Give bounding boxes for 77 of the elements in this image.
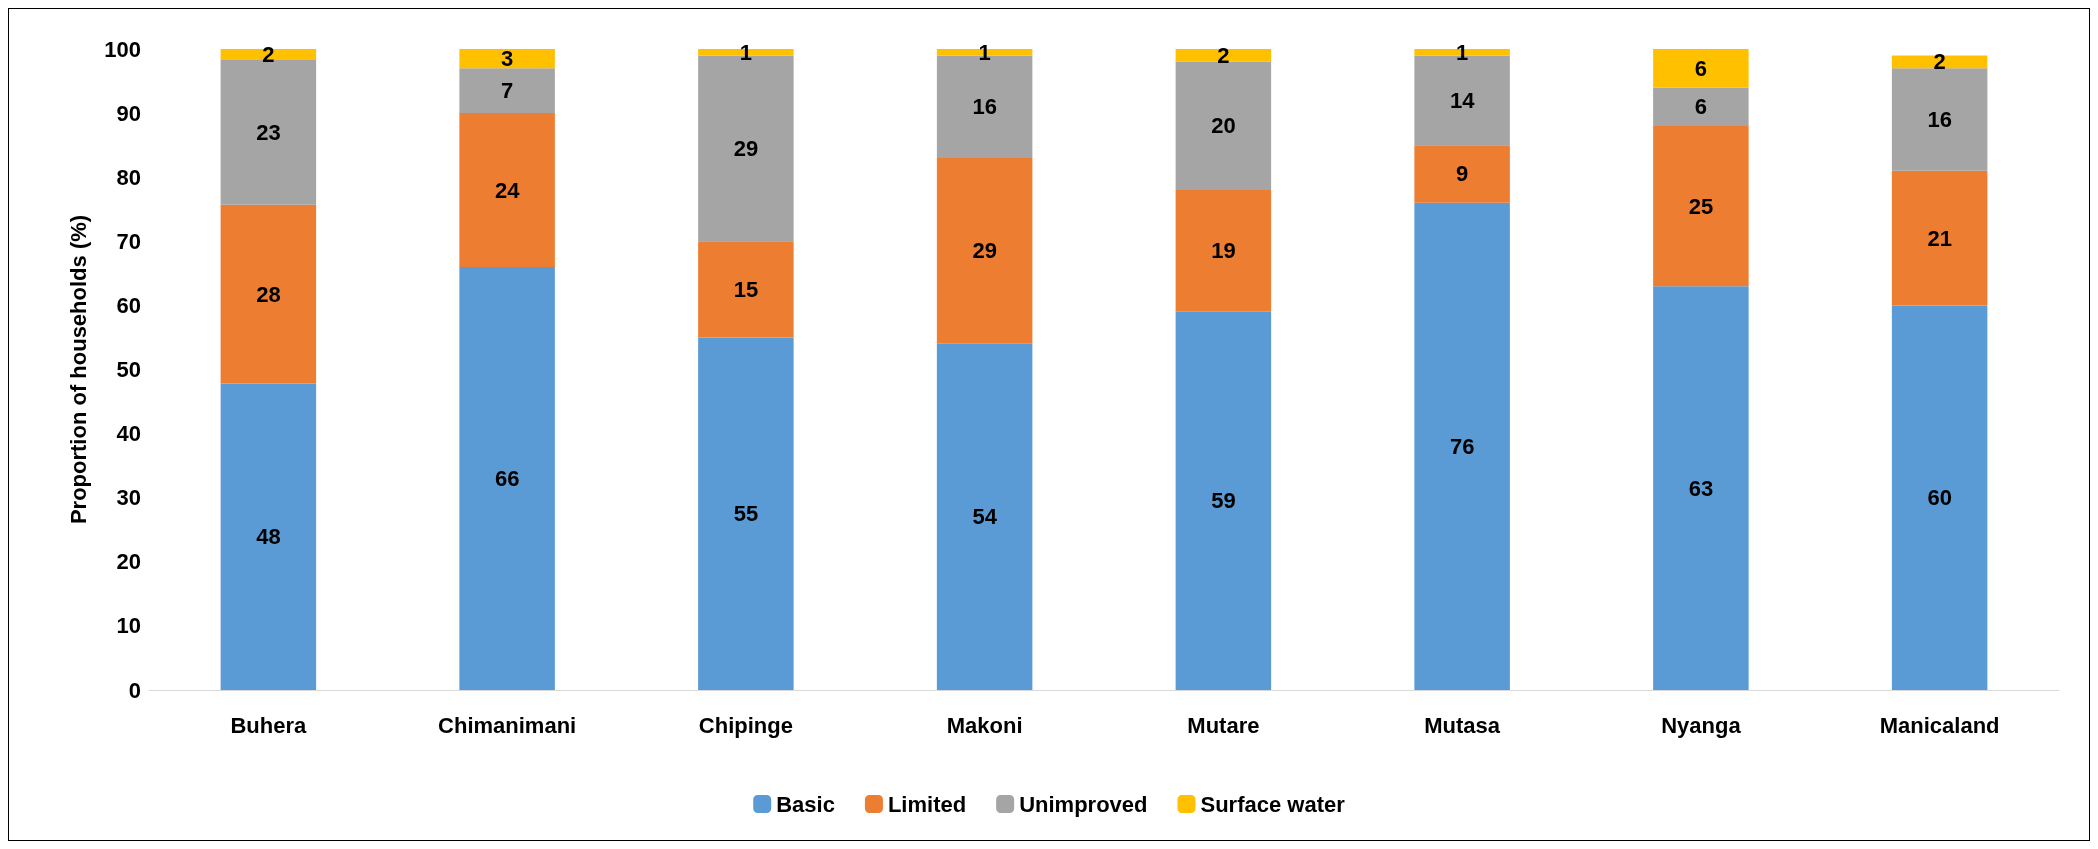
x-tick-label: Makoni bbox=[946, 712, 1023, 738]
x-tick-label: Buhera bbox=[230, 712, 308, 738]
data-label: 19 bbox=[1211, 238, 1236, 264]
data-label: 20 bbox=[1211, 113, 1236, 139]
data-label: 54 bbox=[972, 504, 998, 530]
data-label: 3 bbox=[501, 46, 514, 72]
data-label: 28 bbox=[256, 281, 281, 307]
y-tick-label: 30 bbox=[116, 485, 141, 511]
data-label: 16 bbox=[1927, 107, 1952, 133]
bar bbox=[220, 204, 317, 384]
y-tick-label: 40 bbox=[116, 421, 141, 447]
bar bbox=[1653, 125, 1749, 287]
data-label: 63 bbox=[1688, 475, 1714, 501]
data-label: 59 bbox=[1211, 488, 1236, 514]
data-label: 9 bbox=[1456, 161, 1469, 187]
data-label: 55 bbox=[733, 501, 759, 527]
y-tick-label: 0 bbox=[128, 677, 141, 703]
data-label: 2 bbox=[1933, 49, 1946, 75]
data-label: 48 bbox=[256, 524, 281, 550]
bar bbox=[1175, 49, 1272, 62]
y-tick-label: 100 bbox=[104, 36, 141, 62]
data-label: 29 bbox=[972, 238, 997, 264]
bar bbox=[1653, 87, 1749, 126]
legend-label: Basic bbox=[776, 791, 835, 817]
bar bbox=[1414, 145, 1510, 203]
x-tick-label: Mutasa bbox=[1424, 712, 1501, 738]
legend-label: Unimproved bbox=[1019, 791, 1148, 817]
y-tick-label: 10 bbox=[116, 613, 141, 639]
data-label: 76 bbox=[1449, 433, 1475, 459]
legend-label: Surface water bbox=[1200, 791, 1346, 817]
bar bbox=[459, 266, 555, 690]
data-label: 29 bbox=[733, 135, 759, 161]
x-tick-label: Manicaland bbox=[1879, 712, 2000, 738]
y-axis-title: Proportion of households (%) bbox=[65, 214, 91, 525]
bar bbox=[220, 383, 317, 690]
bar bbox=[459, 68, 555, 114]
data-label: 24 bbox=[494, 177, 521, 203]
bar bbox=[1414, 202, 1510, 690]
y-tick-label: 20 bbox=[116, 549, 141, 575]
y-tick-label: 70 bbox=[116, 228, 141, 254]
data-label: 25 bbox=[1688, 193, 1714, 219]
bar bbox=[936, 343, 1033, 690]
bar bbox=[936, 157, 1033, 344]
bar bbox=[1891, 55, 1988, 69]
x-tick-label: Chipinge bbox=[698, 712, 793, 738]
x-tick-label: Mutare bbox=[1187, 712, 1260, 738]
data-label: 60 bbox=[1927, 485, 1952, 511]
bar bbox=[1175, 190, 1272, 312]
y-tick-label: 50 bbox=[116, 357, 141, 382]
data-label: 21 bbox=[1927, 225, 1952, 251]
data-label: 15 bbox=[733, 276, 759, 302]
bar bbox=[1891, 170, 1988, 306]
y-tick-label: 90 bbox=[116, 100, 141, 126]
data-label: 14 bbox=[1449, 87, 1476, 113]
data-label: 16 bbox=[972, 94, 997, 120]
bar bbox=[1175, 311, 1272, 690]
bar bbox=[1891, 68, 1988, 171]
y-tick-label: 80 bbox=[116, 164, 141, 190]
bar bbox=[459, 49, 555, 69]
bar bbox=[1653, 49, 1749, 88]
data-label: 66 bbox=[494, 465, 520, 491]
data-label: 6 bbox=[1694, 94, 1707, 120]
data-label: 7 bbox=[501, 78, 514, 104]
bar bbox=[698, 337, 794, 690]
data-label: 23 bbox=[256, 119, 281, 145]
data-label: 6 bbox=[1694, 55, 1707, 81]
bar bbox=[1653, 286, 1749, 690]
bar bbox=[1891, 305, 1988, 690]
bar bbox=[459, 113, 555, 267]
bar bbox=[698, 241, 794, 338]
legend-label: Limited bbox=[887, 791, 967, 817]
data-label: 2 bbox=[1217, 42, 1230, 68]
y-tick-label: 60 bbox=[116, 292, 141, 318]
bar bbox=[220, 49, 317, 60]
bar bbox=[1175, 61, 1272, 191]
x-tick-label: Nyanga bbox=[1661, 712, 1742, 738]
x-tick-label: Chimanimani bbox=[438, 712, 577, 738]
